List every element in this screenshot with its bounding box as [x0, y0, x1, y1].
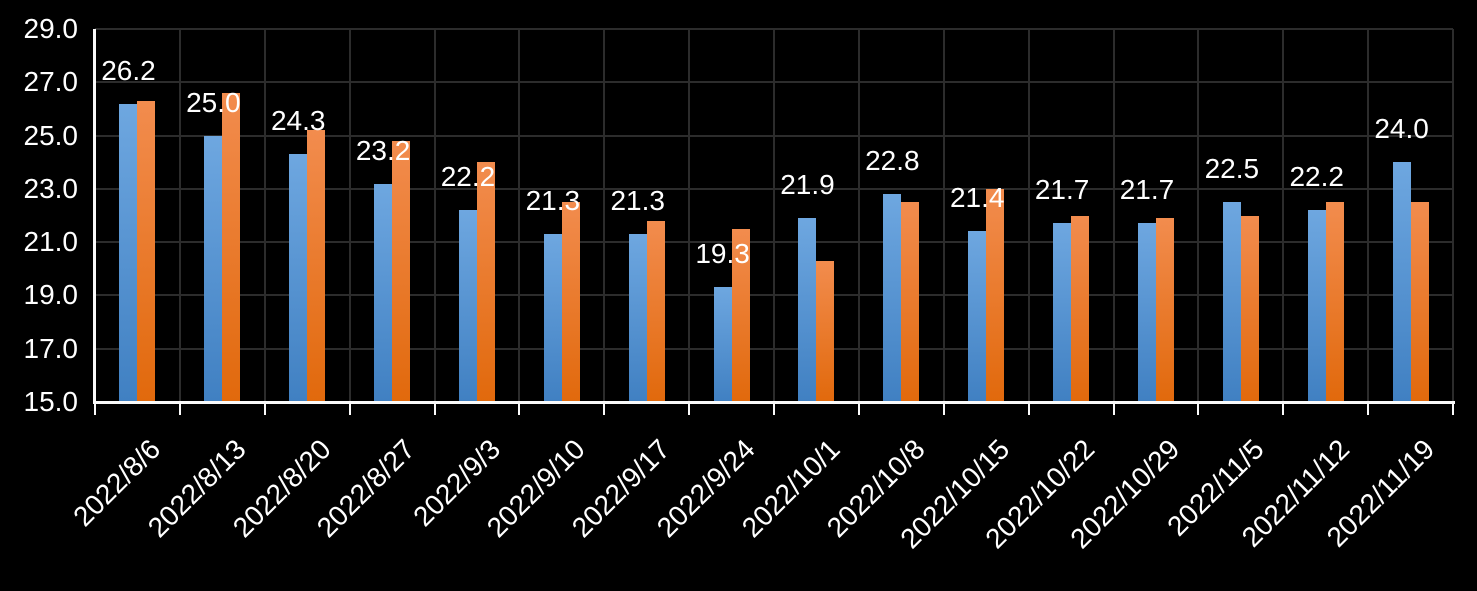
v-gridline [773, 29, 775, 402]
data-label-2022/8/13: 25.0 [186, 86, 241, 118]
y-axis-label: 25.0 [23, 119, 79, 151]
y-axis-label: 17.0 [23, 332, 79, 364]
v-gridline [518, 29, 521, 402]
bar-blue-2022/10/15 [968, 231, 987, 402]
x-axis-tick [688, 404, 691, 415]
v-gridline [942, 29, 945, 402]
v-gridline [433, 29, 436, 402]
y-axis-label: 29.0 [23, 13, 79, 44]
x-axis-tick [94, 404, 96, 415]
bar-orange-2022/8/6 [137, 100, 156, 402]
bar-orange-2022/10/22 [1071, 215, 1090, 402]
x-axis-tick [857, 404, 860, 415]
bar-blue-2022/9/17 [628, 234, 647, 402]
x-axis-tick [263, 404, 266, 415]
data-label-2022/9/3: 22.2 [440, 161, 496, 193]
bar-blue-2022/9/24 [713, 287, 732, 402]
x-axis-tick [603, 404, 606, 415]
v-gridline [178, 29, 181, 402]
bar-blue-2022/11/19 [1392, 162, 1411, 402]
bar-orange-2022/11/19 [1410, 202, 1429, 402]
bar-orange-2022/10/1 [816, 260, 835, 402]
v-gridline [1282, 29, 1285, 402]
bar-blue-2022/10/8 [883, 194, 902, 402]
bar-orange-2022/11/12 [1325, 202, 1344, 402]
x-axis-tick [1027, 404, 1030, 415]
v-gridline [263, 29, 266, 402]
y-axis-label: 15.0 [23, 386, 79, 417]
data-label-2022/8/6: 26.2 [101, 54, 156, 86]
y-axis-label: 27.0 [23, 66, 79, 98]
y-axis-label: 19.0 [23, 279, 79, 311]
bar-orange-2022/8/27 [392, 140, 411, 402]
x-axis-line [93, 401, 1455, 404]
bar-orange-2022/9/3 [476, 162, 495, 402]
y-axis-label: 21.0 [23, 226, 79, 258]
x-axis-tick [1112, 404, 1115, 415]
v-gridline [603, 29, 606, 402]
data-label-2022/10/1: 21.9 [780, 169, 835, 201]
bar-blue-2022/11/12 [1307, 210, 1326, 402]
y-axis-label: 23.0 [23, 172, 79, 204]
x-axis-tick [942, 404, 945, 415]
data-label-2022/9/10: 21.3 [525, 185, 581, 217]
data-label-2022/10/22: 21.7 [1034, 174, 1090, 206]
bar-blue-2022/8/20 [289, 154, 308, 402]
data-label-2022/9/17: 21.3 [610, 185, 665, 217]
x-axis-tick [348, 404, 351, 415]
v-gridline [1112, 29, 1115, 402]
bar-orange-2022/8/20 [307, 130, 326, 402]
bar-blue-2022/8/27 [374, 183, 393, 402]
x-axis-tick [1282, 404, 1285, 415]
data-label-2022/10/8: 22.8 [865, 145, 920, 177]
bar-blue-2022/9/3 [458, 210, 477, 402]
v-gridline [1027, 29, 1030, 402]
x-axis-tick [1367, 404, 1370, 415]
v-gridline [1197, 29, 1200, 402]
y-axis-line [93, 29, 96, 404]
x-axis-tick [1197, 404, 1200, 415]
data-label-2022/10/29: 21.7 [1119, 174, 1175, 206]
v-gridline [857, 29, 860, 402]
bar-blue-2022/10/22 [1053, 223, 1072, 402]
data-label-2022/9/24: 19.3 [695, 238, 750, 270]
bar-blue-2022/8/6 [119, 103, 138, 402]
data-label-2022/11/12: 22.2 [1289, 161, 1344, 193]
bar-orange-2022/9/24 [731, 228, 750, 402]
bar-blue-2022/9/10 [543, 234, 562, 402]
bar-orange-2022/10/29 [1155, 218, 1174, 402]
bar-blue-2022/11/5 [1222, 202, 1241, 402]
x-axis-tick [1452, 404, 1454, 415]
bar-blue-2022/8/13 [204, 135, 223, 402]
v-gridline [1367, 29, 1370, 402]
bar-orange-2022/9/10 [561, 202, 580, 402]
bar-orange-2022/11/5 [1240, 215, 1259, 402]
bar-orange-2022/9/17 [646, 220, 665, 402]
bar-orange-2022/8/13 [222, 92, 241, 402]
bar-orange-2022/10/8 [901, 202, 920, 402]
x-axis-tick [518, 404, 521, 415]
bar-orange-2022/10/15 [986, 188, 1005, 402]
data-label-2022/11/5: 22.5 [1204, 153, 1260, 185]
x-axis-tick [178, 404, 181, 415]
x-axis-tick [773, 404, 775, 415]
v-gridline [348, 29, 351, 402]
data-label-2022/8/20: 24.3 [270, 105, 326, 137]
bar-blue-2022/10/1 [798, 218, 817, 402]
data-label-2022/11/19: 24.0 [1374, 113, 1429, 145]
data-label-2022/8/27: 23.2 [355, 134, 411, 166]
x-axis-tick [433, 404, 436, 415]
v-gridline [688, 29, 691, 402]
bar-blue-2022/10/29 [1137, 223, 1156, 402]
v-gridline [1452, 29, 1454, 402]
data-label-2022/10/15: 21.4 [949, 182, 1005, 214]
